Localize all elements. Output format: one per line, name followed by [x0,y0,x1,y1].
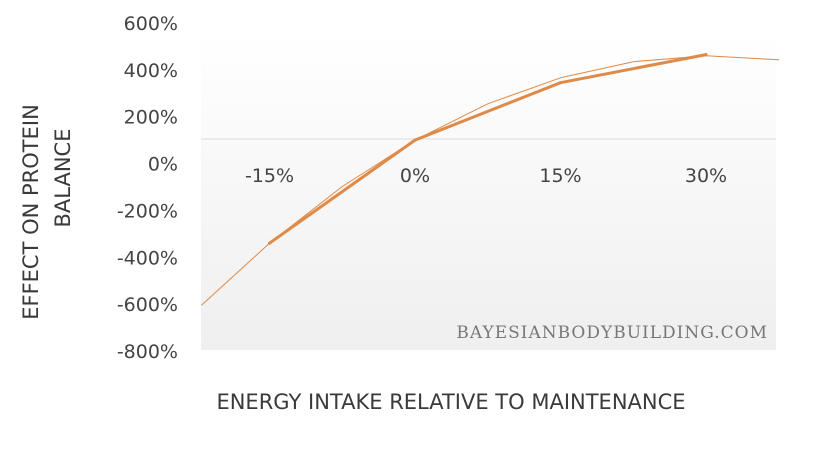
y-tick-label: 400% [124,60,178,82]
plot-area [201,30,776,350]
y-tick-label: -200% [117,200,178,222]
series-line-thick [268,53,708,245]
y-axis-title-line-1: EFFECT ON PROTEIN [19,104,43,320]
y-axis-title-line-2: BALANCE [51,129,75,228]
y-tick-label: -400% [117,247,178,269]
data-point [559,81,562,85]
series-line-thin-trend [201,55,780,306]
y-tick-label: -800% [117,341,178,363]
x-tick-label: 15% [539,165,581,187]
y-tick-label: 200% [124,107,178,129]
y-tick-label: -600% [117,294,178,316]
x-tick-label: 0% [400,165,430,187]
x-axis-title: ENERGY INTAKE RELATIVE TO MAINTENANCE [216,390,685,414]
x-tick-label: 30% [685,165,727,187]
y-tick-label: 600% [124,13,178,35]
x-tick-label: -15% [245,165,294,187]
y-tick-label: 0% [148,154,178,176]
watermark: BAYESIANBODYBUILDING.COM [456,323,768,343]
